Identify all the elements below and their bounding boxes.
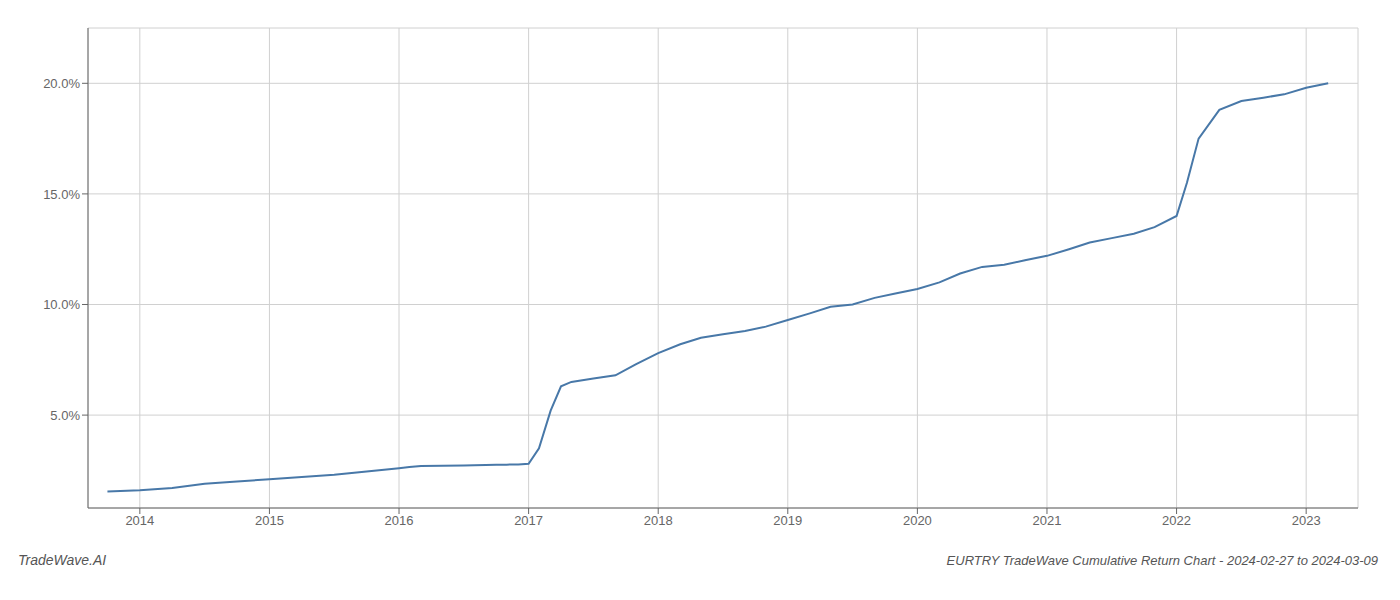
- svg-text:2021: 2021: [1033, 513, 1062, 528]
- svg-text:2022: 2022: [1162, 513, 1191, 528]
- svg-text:5.0%: 5.0%: [50, 408, 80, 423]
- svg-text:2019: 2019: [773, 513, 802, 528]
- svg-text:2015: 2015: [255, 513, 284, 528]
- svg-text:2014: 2014: [125, 513, 154, 528]
- svg-text:2017: 2017: [514, 513, 543, 528]
- html-text:EURTRY TradeWave Cumulative Re: EURTRY TradeWave Cumulative Return Chart…: [946, 553, 1378, 568]
- svg-text:2016: 2016: [385, 513, 414, 528]
- svg-text:10.0%: 10.0%: [43, 297, 80, 312]
- svg-text:2020: 2020: [903, 513, 932, 528]
- svg-text:2018: 2018: [644, 513, 673, 528]
- html-text:TradeWave.AI: TradeWave.AI: [18, 552, 107, 568]
- svg-text:2023: 2023: [1292, 513, 1321, 528]
- svg-text:20.0%: 20.0%: [43, 76, 80, 91]
- svg-text:15.0%: 15.0%: [43, 187, 80, 202]
